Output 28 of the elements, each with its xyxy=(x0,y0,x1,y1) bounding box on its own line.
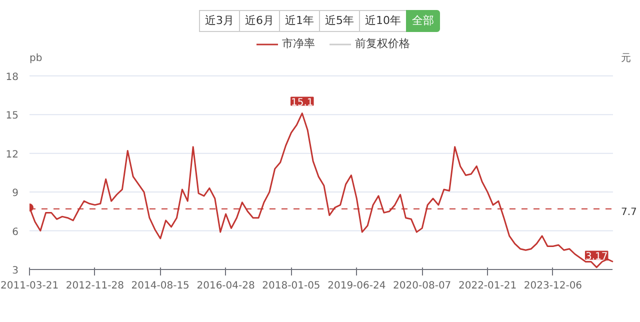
y-tick-label: 18 xyxy=(6,72,19,83)
x-tick-label: 2023-12-06 xyxy=(524,280,582,292)
x-tick-label: 2022-01-21 xyxy=(458,280,517,292)
y-tick-label: 15 xyxy=(6,110,19,122)
y-tick-label: 12 xyxy=(6,149,19,160)
x-tick-label: 2019-06-24 xyxy=(328,280,386,292)
text: 近1年 xyxy=(279,10,320,32)
x-tick-label: 2016-04-28 xyxy=(196,280,255,292)
x-tick-label: 2011-03-21 xyxy=(0,280,59,292)
text: 近6月 xyxy=(239,10,280,32)
y-axis-title: pb xyxy=(30,52,42,64)
annotation: 3.17 xyxy=(585,251,608,262)
x-tick-label: 2012-11-28 xyxy=(66,280,124,292)
y-tick-label: 3 xyxy=(12,266,19,276)
text: 近10年 xyxy=(359,10,407,32)
legend-label: 市净率 xyxy=(282,36,315,51)
text: 近3月 xyxy=(199,10,240,32)
y-tick-label: 9 xyxy=(12,188,19,200)
x-tick-label: 2018-01-05 xyxy=(262,280,320,292)
y2-axis-title: 元 xyxy=(620,52,631,64)
x-tick-label: 2020-08-07 xyxy=(393,280,452,292)
text: 近5年 xyxy=(319,10,360,32)
annotation: 15.1 xyxy=(291,97,314,108)
x-tick-label: 2014-08-15 xyxy=(131,280,190,292)
text: 全部 xyxy=(406,10,440,32)
y-tick-label: 6 xyxy=(12,226,19,238)
legend-label: 前复权价格 xyxy=(355,36,410,51)
ref-line-label: 7.7 xyxy=(620,206,637,218)
